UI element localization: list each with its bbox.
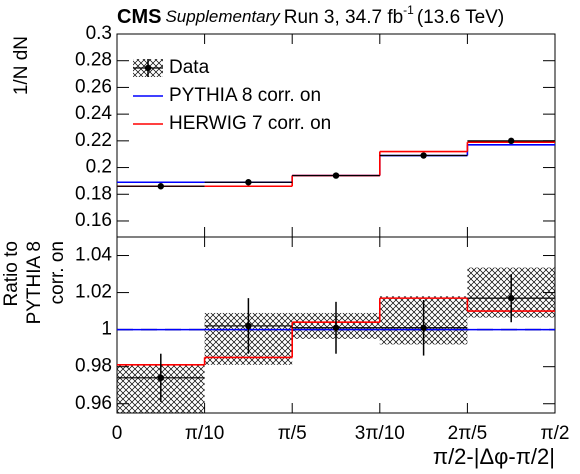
- y-tick-label: 0.18: [75, 183, 112, 204]
- y-tick-label: 1: [101, 319, 112, 340]
- x-axis-label: π/2-|Δφ-π/2|: [433, 444, 555, 469]
- data-point: [420, 152, 427, 159]
- data-point: [245, 322, 252, 330]
- y-tick-label: 1.02: [75, 282, 112, 303]
- data-point: [508, 294, 515, 302]
- y-tick-label: 0.28: [75, 50, 112, 71]
- data-point: [157, 183, 164, 190]
- title-part: Run 3, 34.7 fb: [284, 7, 403, 28]
- legend-label: PYTHIA 8 corr. on: [169, 85, 321, 106]
- x-tick-label: π/10: [185, 423, 225, 444]
- y-tick-label: 0.3: [86, 23, 112, 44]
- data-point: [245, 179, 252, 186]
- data-point: [332, 172, 340, 179]
- title-part: CMS: [117, 6, 161, 28]
- plot-frame: [116, 236, 556, 414]
- y-tick-label: 0.2: [86, 157, 112, 178]
- y-tick-label: 1.04: [75, 245, 112, 266]
- title-part: -1: [403, 3, 414, 17]
- y-axis-label: corr. on: [47, 241, 68, 304]
- data-point: [157, 374, 164, 381]
- y-tick-label: 0.98: [75, 356, 112, 377]
- x-tick-label: π/2: [541, 423, 570, 444]
- title-part: Supplementary: [165, 7, 281, 26]
- y-axis-label: 1/N dN: [11, 36, 32, 95]
- x-tick-label: π/5: [278, 423, 307, 444]
- y-tick-label: 0.16: [75, 210, 112, 231]
- y-tick-label: 0.26: [75, 76, 112, 97]
- legend-label: Data: [169, 57, 210, 78]
- data-point: [332, 324, 340, 331]
- chart-title: CMS Supplementary Run 3, 34.7 fb-1 (13.6 Te…: [117, 3, 504, 28]
- x-tick-label: 2π/5: [448, 423, 488, 444]
- y-tick-label: 0.22: [75, 130, 112, 151]
- x-tick-label: 3π/10: [355, 423, 405, 444]
- data-point: [508, 137, 515, 145]
- y-tick-label: 0.96: [75, 393, 112, 414]
- data-point: [420, 324, 427, 331]
- legend-swatch: [144, 64, 152, 72]
- title-part: (13.6 TeV): [417, 7, 504, 28]
- y-tick-label: 0.24: [75, 103, 112, 124]
- legend-label: HERWIG 7 corr. on: [169, 113, 331, 134]
- y-axis-label: Ratio to: [1, 241, 22, 306]
- y-axis-label: PYTHIA 8: [24, 241, 45, 324]
- x-tick-label: 0: [112, 423, 123, 444]
